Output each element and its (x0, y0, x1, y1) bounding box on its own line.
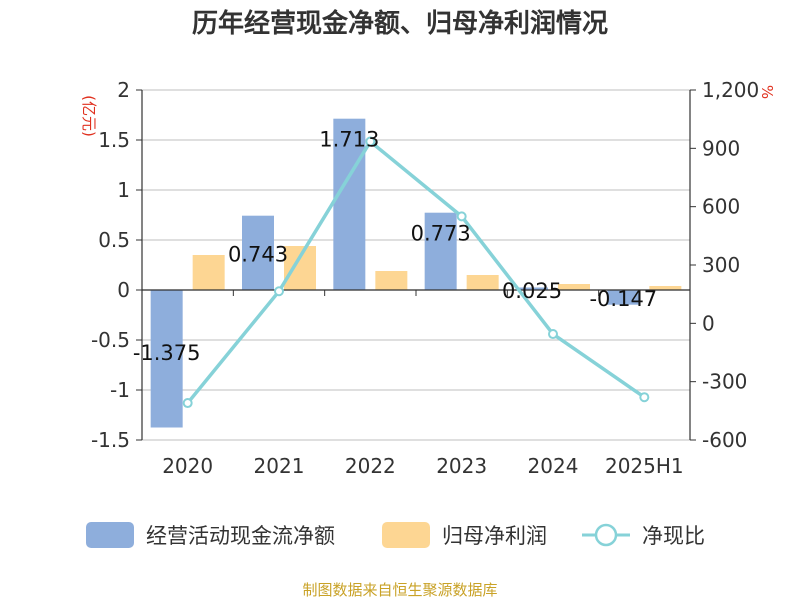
legend: 经营活动现金流净额 归母净利润 净现比 (86, 522, 705, 548)
series-line-ratio (186, 138, 646, 405)
line-point (456, 211, 467, 222)
x-axis-tick-label: 2025H1 (605, 454, 684, 478)
bar-cash-flow (150, 290, 183, 428)
bar-net-profit (558, 284, 590, 290)
left-axis-tick-label: -0.5 (91, 328, 130, 352)
right-axis-tick-label: -300 (702, 370, 747, 394)
bar-net-profit (284, 246, 316, 290)
legend-label-net-profit: 归母净利润 (442, 524, 547, 548)
data-labels-layer: -1.375 0.743 1.713 0.773 0.025 -0.147 (133, 128, 657, 365)
bar-data-label: 0.743 (228, 243, 288, 267)
line-point (274, 286, 284, 297)
bar-data-label: -0.147 (589, 287, 657, 311)
line-layer (182, 136, 650, 409)
right-axis-unit: % (758, 85, 776, 99)
bar-data-label: 0.773 (411, 222, 471, 246)
bar-data-label: 1.713 (319, 128, 379, 152)
line-point (548, 329, 558, 340)
right-axis-tick-label: 300 (702, 253, 740, 277)
bar-cash-flow (333, 118, 366, 290)
source-note: 制图数据来自恒生聚源数据库 (302, 581, 497, 599)
x-axis-tick-label: 2021 (254, 454, 305, 478)
bar-cash-flow (607, 290, 640, 305)
right-axis-tick-label: 0 (702, 311, 715, 335)
bar-net-profit (192, 255, 225, 290)
left-axis-unit: (亿元) (80, 95, 98, 137)
left-axis-tick-label: -1.5 (91, 428, 130, 452)
bars-layer (150, 118, 682, 428)
legend-label-cash-flow: 经营活动现金流净额 (146, 524, 335, 548)
left-axis-tick-label: 0.5 (98, 228, 130, 252)
bar-cash-flow (242, 215, 274, 290)
left-axis-tick-label: 0 (117, 278, 130, 302)
left-axis-tick-label: -1 (110, 378, 130, 402)
bar-cash-flow (516, 287, 548, 290)
x-axis-tick-label: 2022 (345, 454, 396, 478)
right-axis-tick-label: 600 (702, 195, 740, 219)
legend-label-ratio: 净现比 (642, 524, 705, 548)
left-axis-tick-label: 1.5 (98, 128, 130, 152)
line-point (182, 398, 193, 409)
legend-swatch-ratio-marker (594, 523, 618, 547)
line-point (639, 392, 650, 403)
bar-data-label: 0.025 (502, 279, 562, 303)
axes-layer: 2 1.5 1 0.5 0 -0.5 -1 -1.5 1,200 900 600 300 0 -300 -6… (80, 78, 776, 478)
line-point (365, 136, 376, 147)
right-axis-tick-label: 900 (702, 136, 740, 160)
x-axis-tick-label: 2020 (162, 454, 213, 478)
bar-net-profit (649, 286, 682, 290)
right-axis-tick-label: -600 (702, 428, 747, 452)
left-axis-tick-label: 1 (117, 178, 130, 202)
x-axis-tick-label: 2023 (436, 454, 487, 478)
bar-cash-flow (424, 212, 457, 290)
chart-title: 历年经营现金净额、归母净利润情况 (192, 8, 608, 39)
legend-swatch-cash-flow (86, 522, 134, 548)
legend-swatch-net-profit (382, 522, 430, 548)
bar-data-label: -1.375 (133, 341, 201, 365)
x-axis-tick-label: 2024 (528, 454, 579, 478)
bar-net-profit (375, 271, 408, 290)
bar-net-profit (466, 275, 499, 290)
right-axis-tick-label: 1,200 (702, 78, 759, 102)
left-axis-tick-label: 2 (117, 78, 130, 102)
